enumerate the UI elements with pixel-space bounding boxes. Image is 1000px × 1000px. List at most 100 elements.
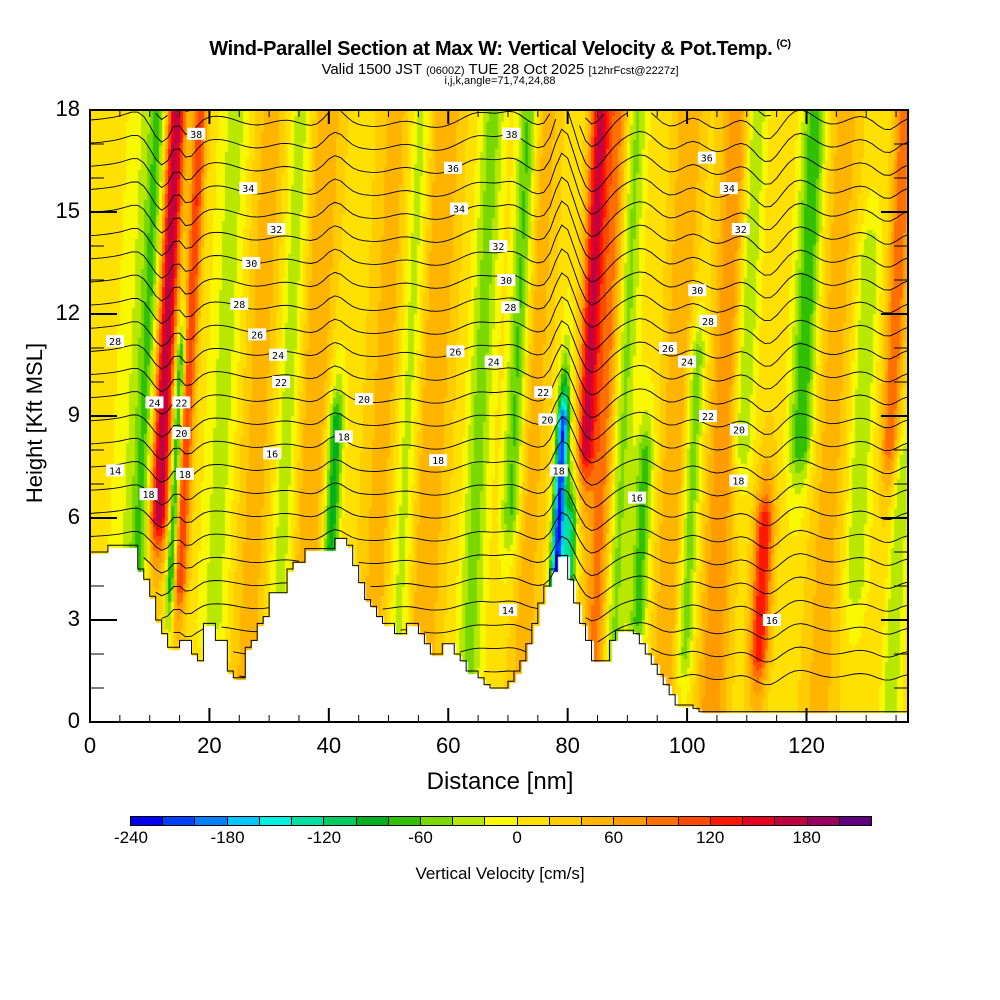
contour-label-text: 22 [702,412,714,423]
contour-label-text: 20 [541,415,553,426]
colorbar-bin [710,817,744,825]
y-tick-label: 3 [67,606,80,631]
contour-label: 16 [263,447,282,460]
y-tick-label: 9 [67,402,80,427]
colorbar-tick-label: -60 [408,828,433,847]
contour-label-bg [730,423,749,436]
contour-label: 28 [106,335,125,348]
contour-label-bg [762,614,781,626]
theta-contour [233,646,909,663]
contour-label: 38 [187,127,206,141]
plot-frame [89,109,909,723]
contour-label-text: 28 [504,303,516,314]
title-text: Wind-Parallel Section at Max W: Vertical… [209,38,773,60]
theta-contour [89,391,909,441]
contour-label-bg [106,335,125,348]
theta-contour [89,511,909,554]
contour-label: 28 [501,301,520,314]
contour-label-text: 20 [175,429,187,440]
colorbar-bin [775,817,808,825]
colorbar-bin [420,817,454,825]
colorbar-bin [743,817,776,825]
contour-label-text: 24 [148,398,160,409]
colorbar-tick-label: -180 [210,828,245,847]
contour-label-text: 30 [691,286,703,297]
colorbar [130,816,872,826]
contour-label: 20 [172,427,191,440]
theta-contour [89,176,909,238]
contour-label-text: 20 [733,426,745,437]
theta-contour [89,128,909,193]
contour-label-bg [239,182,258,195]
copyright-mark: (C) [776,38,791,51]
x-axis-label: Distance [nm] [426,768,574,795]
colorbar-bin [227,817,260,825]
y-tick-label: 18 [55,96,80,121]
x-tick-label: 100 [668,733,706,758]
colorbar-bin [163,817,196,825]
contour-label-text: 30 [500,276,512,287]
contour-label-text: 26 [662,344,674,355]
theta-contour [89,109,909,148]
contour-label-bg [484,355,503,368]
contour-label-bg [446,345,465,358]
colorbar-bin [195,817,228,825]
x-tick-label: 20 [197,733,222,758]
contour-label-text: 36 [447,164,459,175]
contour-label-text: 26 [251,330,263,341]
colorbar-bin [614,817,647,825]
contour-label-bg [248,328,267,341]
contour-label-bg [429,454,448,467]
theta-contour [89,152,909,216]
colorbar-bin [807,817,840,825]
contour-label: 18 [729,474,748,488]
contour-label-bg [334,430,353,443]
theta-contour [155,109,771,125]
contour-label: 30 [688,284,707,297]
contour-label-text: 16 [266,449,278,460]
contour-label-bg [549,464,568,477]
contour-label: 34 [239,182,258,195]
contour-label-text: 30 [245,259,257,270]
contour-label-bg [678,355,697,368]
y-tick-label: 0 [67,708,80,733]
contour-label: 22 [698,410,717,423]
contour-label: 30 [242,257,261,270]
theta-contour [89,344,909,396]
theta-contour [239,669,909,686]
theta-contour [89,439,909,486]
contour-label: 22 [534,386,553,399]
contour-label-bg [139,488,158,501]
contour-label-bg [172,396,191,409]
contour-label-text: 18 [432,456,444,467]
contour-label-text: 20 [358,395,370,406]
contour-label-text: 34 [723,184,735,195]
contour-label-bg [688,284,707,297]
contour-label-text: 18 [338,432,350,443]
contour-label-bg [501,301,520,314]
contour-label-text: 18 [179,470,191,481]
contour-label: 18 [139,488,158,501]
contour-label-text: 38 [506,130,518,141]
colorbar-tick-label: -120 [307,828,342,847]
contour-label-text: 26 [449,347,461,358]
theta-contour [89,415,909,464]
contour-label-bg [489,240,508,252]
contour-label: 24 [678,355,697,369]
contour-label-text: 22 [175,398,187,409]
contour-label-bg [538,413,557,426]
contour-label: 36 [697,151,716,165]
x-tick-label: 80 [555,733,580,758]
x-tick-label: 120 [788,733,825,758]
theta-contour [89,320,909,374]
contour-label: 22 [172,396,191,409]
contour-label: 18 [334,430,353,443]
colorbar-bin [356,817,389,825]
theta-contour [89,368,909,419]
contour-label-bg [497,274,516,286]
grid-info: i,j,k,angle=71,74,24,88 [444,75,556,87]
contour-label-bg [272,376,291,388]
contour-label-text: 36 [701,154,713,165]
contour-label-bg [449,202,468,215]
contour-label-bg [175,467,194,480]
